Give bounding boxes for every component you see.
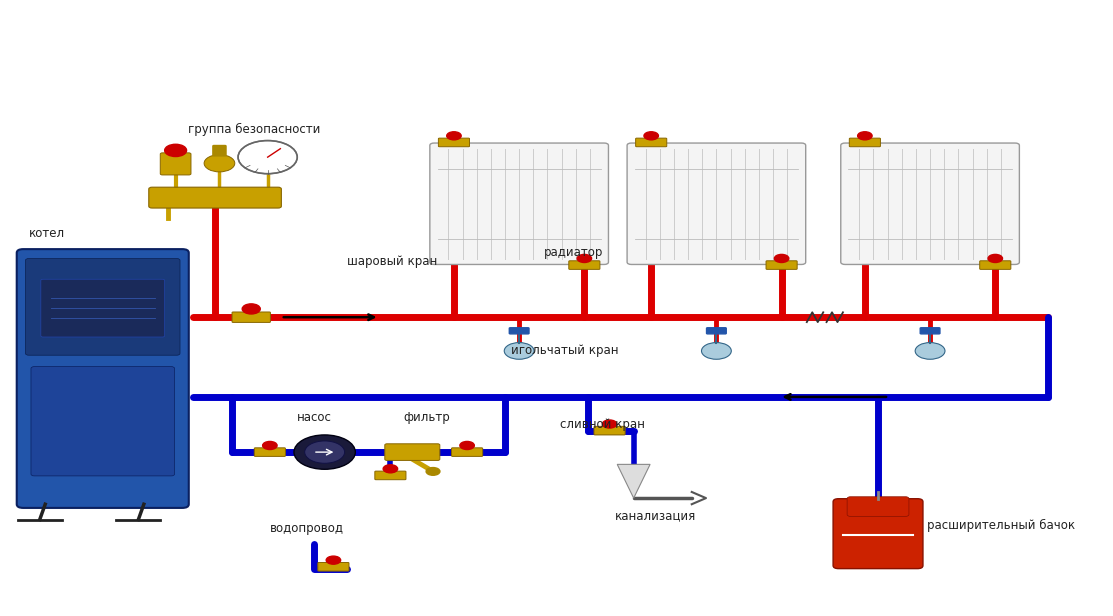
Circle shape <box>204 155 235 172</box>
Text: расширительный бачок: расширительный бачок <box>927 519 1075 532</box>
Circle shape <box>426 468 440 476</box>
FancyBboxPatch shape <box>149 187 282 208</box>
FancyBboxPatch shape <box>979 261 1011 269</box>
Text: сливной кран: сливной кран <box>560 418 646 431</box>
Circle shape <box>504 342 534 359</box>
Text: игольчатый кран: игольчатый кран <box>511 344 619 357</box>
Text: радиатор: радиатор <box>544 246 603 259</box>
FancyBboxPatch shape <box>920 328 940 334</box>
FancyBboxPatch shape <box>213 145 226 156</box>
FancyBboxPatch shape <box>840 143 1020 264</box>
FancyBboxPatch shape <box>707 328 727 334</box>
FancyBboxPatch shape <box>31 367 175 476</box>
FancyBboxPatch shape <box>385 444 440 460</box>
FancyBboxPatch shape <box>847 496 909 516</box>
Text: канализация: канализация <box>615 509 697 522</box>
Text: группа безопасности: группа безопасности <box>188 123 321 136</box>
Circle shape <box>701 342 731 359</box>
Circle shape <box>165 144 187 156</box>
FancyBboxPatch shape <box>452 448 483 456</box>
FancyBboxPatch shape <box>849 138 880 147</box>
FancyBboxPatch shape <box>17 249 189 508</box>
Text: шаровый кран: шаровый кран <box>346 255 436 268</box>
FancyBboxPatch shape <box>627 143 806 264</box>
Text: насос: насос <box>297 411 332 424</box>
Circle shape <box>460 442 474 450</box>
Circle shape <box>775 254 789 262</box>
FancyBboxPatch shape <box>834 499 923 569</box>
Circle shape <box>988 254 1003 262</box>
Circle shape <box>858 132 873 140</box>
FancyBboxPatch shape <box>569 261 600 269</box>
Circle shape <box>305 441 345 463</box>
FancyBboxPatch shape <box>254 448 285 456</box>
FancyBboxPatch shape <box>375 471 406 480</box>
FancyBboxPatch shape <box>636 138 667 147</box>
FancyBboxPatch shape <box>766 261 797 269</box>
Circle shape <box>602 420 617 428</box>
Circle shape <box>243 304 260 314</box>
Circle shape <box>238 140 297 174</box>
Text: котел: котел <box>29 227 65 240</box>
FancyBboxPatch shape <box>160 153 191 175</box>
Circle shape <box>915 342 945 359</box>
Circle shape <box>294 435 355 469</box>
FancyBboxPatch shape <box>41 279 165 337</box>
FancyBboxPatch shape <box>510 328 529 334</box>
FancyBboxPatch shape <box>318 562 349 571</box>
Polygon shape <box>618 464 650 498</box>
Circle shape <box>578 254 592 262</box>
Circle shape <box>446 132 461 140</box>
Text: фильтр: фильтр <box>404 411 451 424</box>
FancyBboxPatch shape <box>430 143 609 264</box>
FancyBboxPatch shape <box>232 312 270 322</box>
Circle shape <box>383 464 397 473</box>
FancyBboxPatch shape <box>439 138 470 147</box>
FancyBboxPatch shape <box>594 426 626 435</box>
Circle shape <box>644 132 659 140</box>
FancyBboxPatch shape <box>26 259 180 355</box>
Circle shape <box>263 442 277 450</box>
Text: водопровод: водопровод <box>269 522 344 535</box>
Circle shape <box>326 556 341 564</box>
